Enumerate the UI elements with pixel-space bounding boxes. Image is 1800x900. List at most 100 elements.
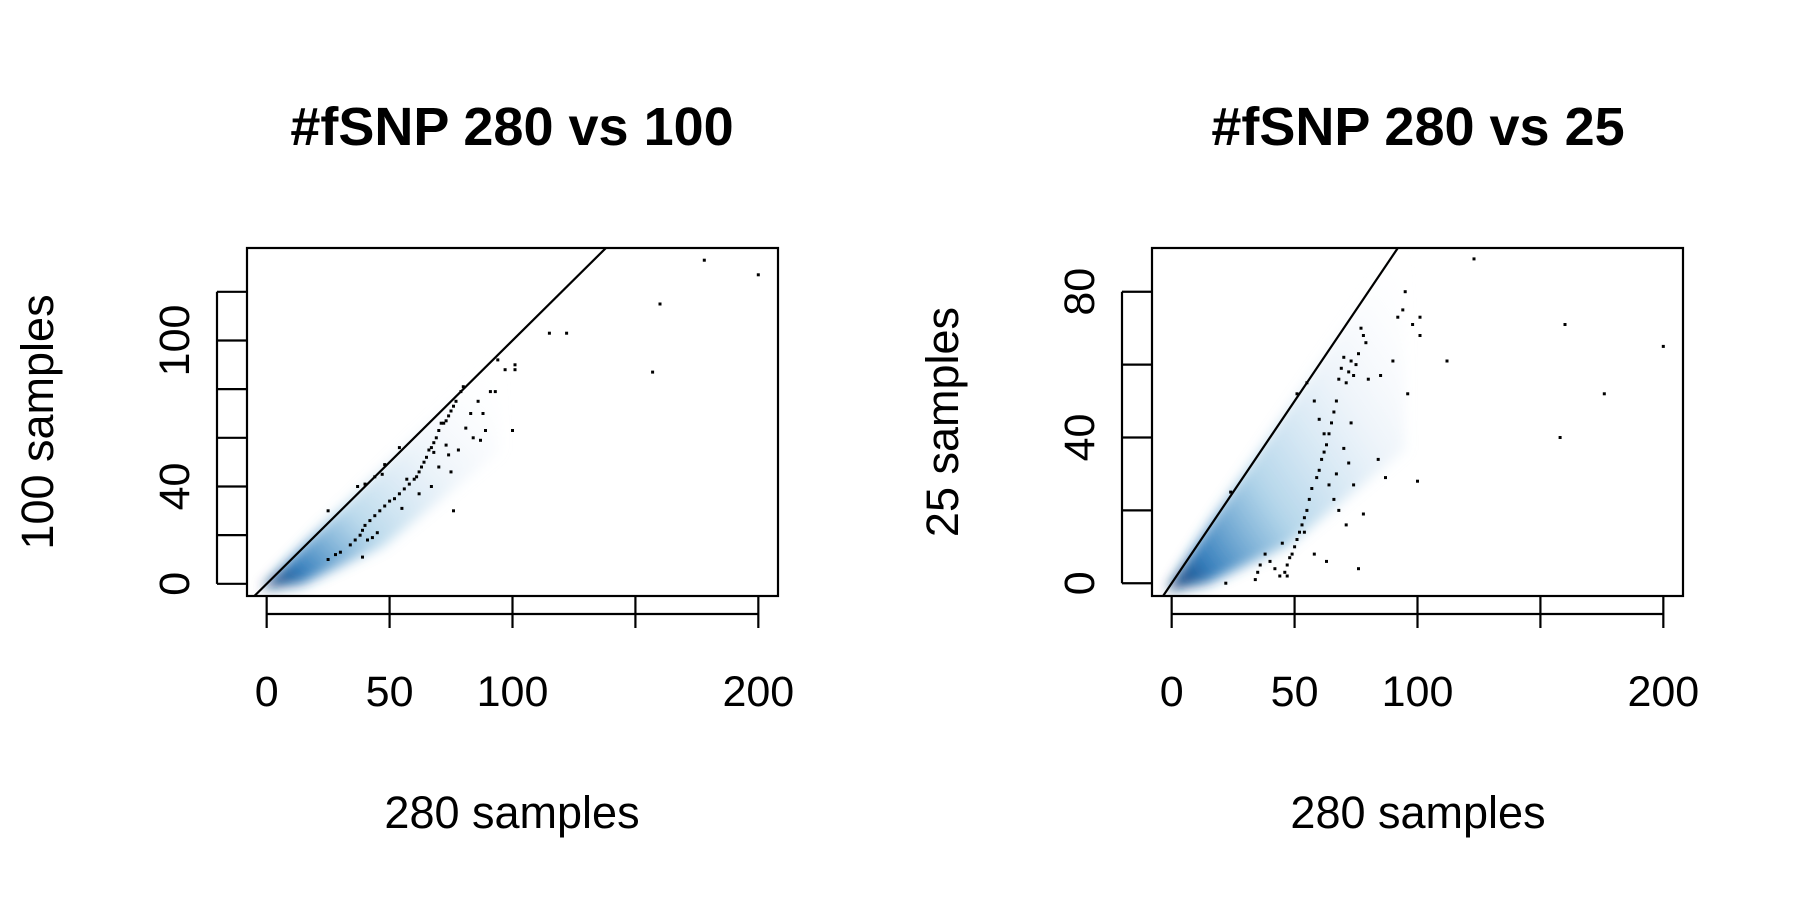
- panel-2-ylabel: 25 samples: [917, 307, 968, 537]
- data-point: [1403, 290, 1407, 294]
- data-point: [1342, 446, 1346, 450]
- data-point: [447, 414, 451, 418]
- data-point: [481, 412, 485, 415]
- x-tick-label: 200: [1627, 668, 1699, 716]
- data-point: [437, 429, 441, 432]
- data-point: [1332, 410, 1336, 414]
- data-point: [1229, 490, 1233, 494]
- data-point: [452, 509, 455, 513]
- y-tick-label: 80: [1056, 268, 1104, 316]
- data-point: [1342, 355, 1346, 359]
- data-point: [1349, 359, 1353, 363]
- data-point: [469, 412, 473, 415]
- data-point: [488, 390, 492, 394]
- data-point: [1661, 344, 1665, 348]
- data-point: [479, 438, 482, 442]
- data-point: [429, 446, 433, 450]
- data-point: [1563, 323, 1567, 326]
- data-point: [1361, 512, 1365, 516]
- data-point: [444, 419, 448, 423]
- data-point: [437, 465, 441, 469]
- data-point: [363, 482, 367, 486]
- data-point: [1224, 581, 1228, 585]
- data-point: [368, 519, 372, 523]
- data-point: [1418, 315, 1422, 319]
- data-point: [1384, 476, 1387, 480]
- data-point: [393, 497, 396, 501]
- data-point: [1293, 545, 1297, 549]
- data-point: [412, 477, 416, 481]
- data-point: [425, 455, 428, 459]
- data-point: [1312, 552, 1316, 556]
- data-point: [1445, 359, 1449, 363]
- data-point: [496, 358, 500, 362]
- reference-line-2: [1161, 248, 1400, 596]
- data-point: [1280, 541, 1284, 545]
- data-point: [1263, 552, 1267, 556]
- data-point: [1334, 399, 1338, 403]
- data-point: [1332, 497, 1336, 501]
- data-point: [1357, 567, 1360, 571]
- data-point: [454, 399, 458, 403]
- data-point: [380, 472, 384, 476]
- data-point: [1391, 359, 1395, 363]
- data-point: [366, 538, 369, 542]
- data-point: [1416, 479, 1419, 483]
- x-tick-label: 50: [1271, 668, 1319, 716]
- y-tick-label: 40: [1056, 414, 1104, 462]
- data-point: [651, 370, 655, 374]
- data-point: [1295, 392, 1299, 396]
- panel-1-title: #fSNP 280 vs 100: [290, 97, 733, 157]
- data-point: [361, 528, 364, 532]
- data-point: [1317, 468, 1321, 472]
- data-point: [1364, 341, 1368, 345]
- data-point: [1327, 483, 1331, 487]
- data-point: [1302, 516, 1306, 520]
- data-point: [442, 421, 446, 425]
- data-point: [1347, 461, 1351, 465]
- x-tick-label: 100: [477, 668, 549, 716]
- data-point: [348, 543, 352, 547]
- data-point: [400, 506, 404, 510]
- data-point: [1298, 530, 1301, 534]
- data-point: [476, 399, 480, 403]
- data-point: [658, 302, 662, 306]
- data-point: [1337, 508, 1341, 512]
- data-point: [417, 470, 421, 474]
- panel-1-xlabel: 280 samples: [384, 787, 639, 838]
- data-point: [417, 492, 421, 496]
- panel-2-xlabel: 280 samples: [1290, 787, 1545, 838]
- data-point: [1325, 559, 1328, 563]
- data-point: [1352, 483, 1356, 487]
- data-point: [1376, 457, 1380, 461]
- data-point: [565, 331, 569, 335]
- data-point: [1334, 472, 1338, 476]
- data-point: [511, 429, 514, 432]
- scatter-panel-1: #fSNP 280 vs 100 0 50 100 200 0 40 100 280 sa…: [12, 97, 794, 838]
- data-point: [326, 509, 330, 513]
- data-point: [1357, 352, 1360, 356]
- data-point: [1366, 377, 1370, 381]
- y-tick-label: 100: [151, 305, 199, 377]
- data-point: [439, 421, 443, 425]
- data-point: [1278, 574, 1282, 578]
- data-point: [373, 514, 377, 518]
- data-point: [338, 550, 342, 554]
- y-tick-label: 0: [151, 572, 199, 596]
- data-point: [370, 536, 374, 540]
- data-point: [434, 436, 438, 440]
- y-axis-1: 0 40 100: [151, 290, 247, 596]
- data-point: [513, 368, 517, 372]
- data-point: [493, 390, 497, 394]
- data-point: [449, 409, 453, 413]
- data-point: [375, 531, 379, 535]
- data-point: [1290, 552, 1294, 556]
- data-point: [1396, 315, 1400, 319]
- x-axis-2: 0 50 100 200: [1160, 596, 1699, 716]
- data-point: [1300, 523, 1304, 527]
- x-tick-label: 50: [366, 668, 414, 716]
- data-point: [1295, 538, 1299, 541]
- data-point: [456, 448, 460, 452]
- data-point: [471, 436, 475, 440]
- x-axis-1: 0 50 100 200: [255, 596, 794, 716]
